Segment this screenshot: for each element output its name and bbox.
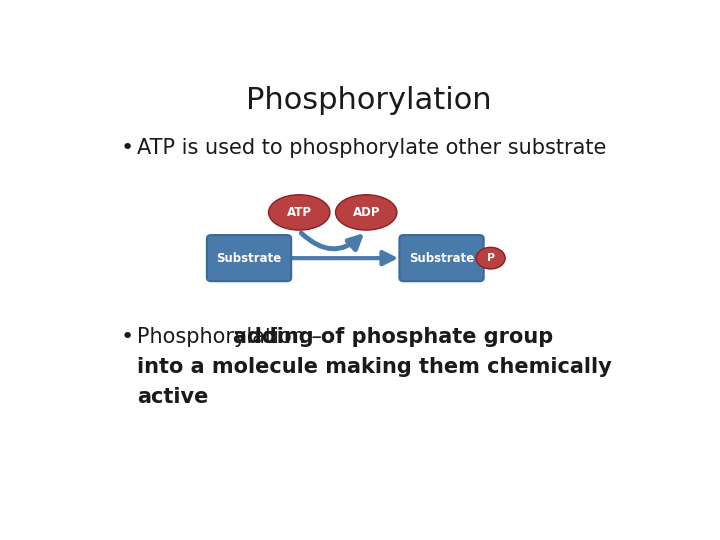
Text: active: active (138, 387, 209, 407)
Text: Substrate: Substrate (217, 252, 282, 265)
Ellipse shape (336, 195, 397, 230)
Text: Substrate: Substrate (409, 252, 474, 265)
Text: ATP: ATP (287, 206, 312, 219)
FancyBboxPatch shape (207, 235, 291, 281)
Text: into a molecule making them chemically: into a molecule making them chemically (138, 357, 612, 377)
Text: Phosphorylation –: Phosphorylation – (138, 327, 329, 347)
Text: adding of phosphate group: adding of phosphate group (233, 327, 553, 347)
FancyBboxPatch shape (400, 235, 484, 281)
Text: ATP is used to phosphorylate other substrate: ATP is used to phosphorylate other subst… (138, 138, 607, 158)
Circle shape (476, 247, 505, 269)
Text: Phosphorylation: Phosphorylation (246, 86, 492, 114)
FancyArrowPatch shape (301, 233, 360, 249)
Text: •: • (121, 138, 134, 158)
Text: P: P (487, 253, 495, 263)
Text: ADP: ADP (353, 206, 380, 219)
Text: •: • (121, 327, 134, 347)
Ellipse shape (269, 195, 330, 230)
